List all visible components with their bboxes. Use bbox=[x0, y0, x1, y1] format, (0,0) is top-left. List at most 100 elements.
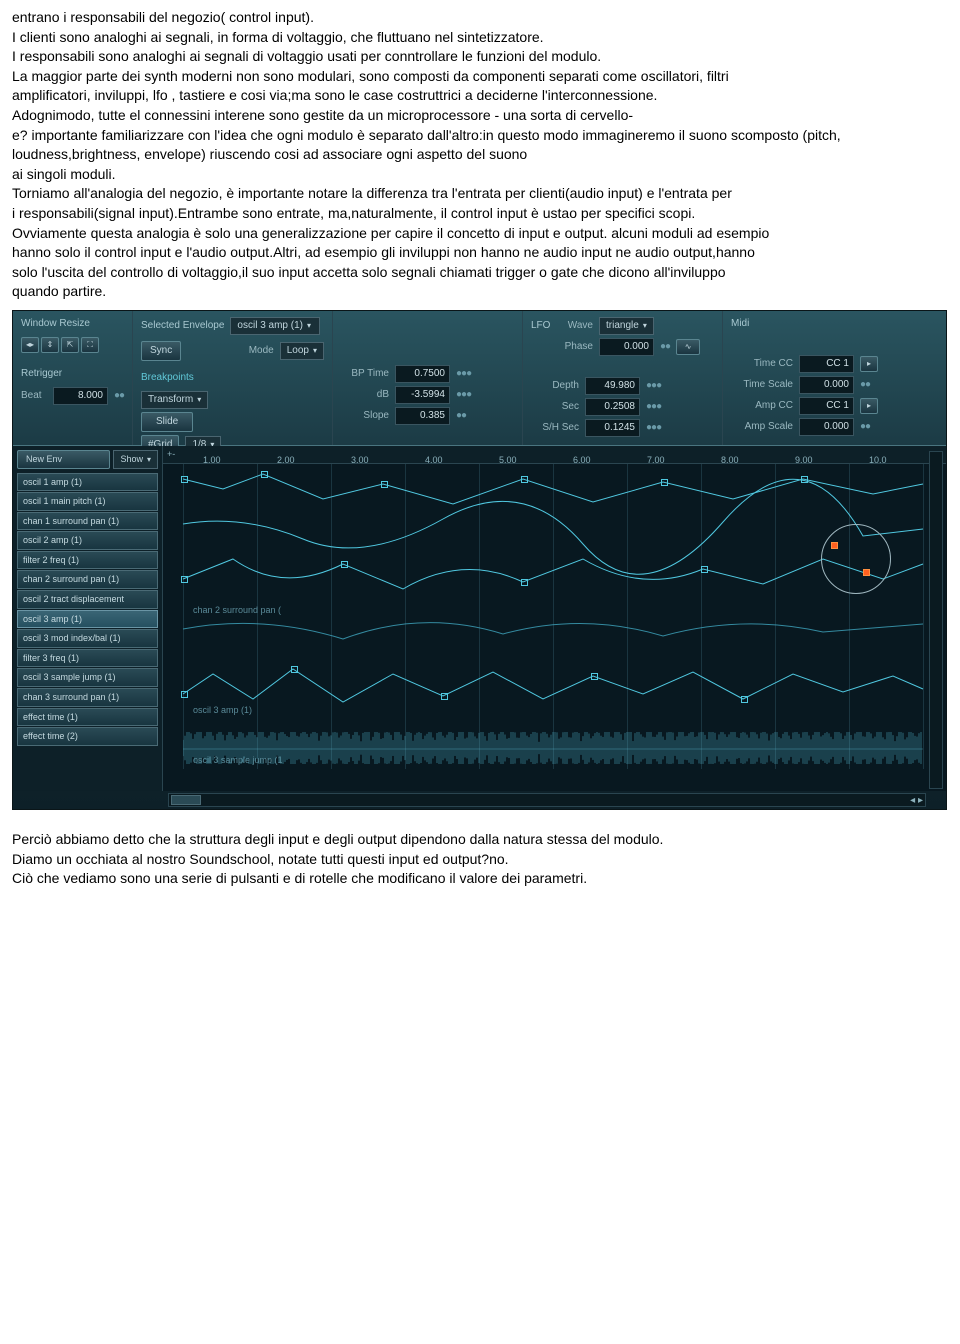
wave-dropdown[interactable]: triangle bbox=[599, 317, 654, 335]
sec-value[interactable]: 0.2508 bbox=[585, 398, 640, 416]
env-list-item[interactable]: oscil 3 sample jump (1) bbox=[17, 668, 158, 687]
timecc-arrow-icon[interactable]: ▸ bbox=[860, 356, 878, 372]
beat-value[interactable]: 8.000 bbox=[53, 387, 108, 405]
midi-label: Midi bbox=[731, 317, 938, 331]
timescale-knobs-icon[interactable]: ●● bbox=[860, 378, 870, 392]
time-ruler: +- 1.002.003.004.005.006.007.008.009.001… bbox=[163, 446, 946, 464]
ampscale-label: Amp Scale bbox=[731, 420, 793, 434]
scroll-right-icon[interactable]: ◂ ▸ bbox=[910, 794, 923, 808]
env-list-item[interactable]: chan 3 surround pan (1) bbox=[17, 688, 158, 707]
main-area: New Env Show oscil 1 amp (1)oscil 1 main… bbox=[13, 446, 946, 791]
lfo-section: LFO Wave triangle Phase 0.000 ●● ∿ Depth… bbox=[523, 311, 723, 445]
sh-knobs-icon[interactable]: ●●● bbox=[646, 421, 661, 435]
timecc-value[interactable]: CC 1 bbox=[799, 355, 854, 373]
wave-label: Wave bbox=[563, 319, 593, 333]
resize-vert-icon[interactable]: ⇕ bbox=[41, 337, 59, 353]
beat-knobs-icon[interactable]: ●● bbox=[114, 389, 124, 403]
ampcc-value[interactable]: CC 1 bbox=[799, 397, 854, 415]
slide-button[interactable]: Slide bbox=[141, 412, 193, 432]
graph-canvas[interactable]: chan 2 surround pan ( oscil 3 amp (1) os… bbox=[163, 464, 946, 769]
breakpoint-node[interactable] bbox=[521, 579, 528, 586]
slope-label: Slope bbox=[341, 409, 389, 423]
env-list-item[interactable]: chan 2 surround pan (1) bbox=[17, 570, 158, 589]
lfo-label: LFO bbox=[531, 319, 557, 333]
selected-env-dropdown[interactable]: oscil 3 amp (1) bbox=[230, 317, 320, 335]
resize-expand-icon[interactable]: ⛶ bbox=[81, 337, 99, 353]
selected-env-label: Selected Envelope bbox=[141, 319, 224, 333]
scrollbar-thumb[interactable] bbox=[171, 795, 201, 805]
slope-knobs-icon[interactable]: ●● bbox=[456, 409, 466, 423]
depth-knobs-icon[interactable]: ●●● bbox=[646, 379, 661, 393]
resize-fit-icon[interactable]: ⇱ bbox=[61, 337, 79, 353]
sync-button[interactable]: Sync bbox=[141, 341, 181, 361]
breakpoint-node[interactable] bbox=[521, 476, 528, 483]
depth-label: Depth bbox=[531, 379, 579, 393]
env-list-item[interactable]: oscil 3 mod index/bal (1) bbox=[17, 629, 158, 648]
horizontal-scrollbar[interactable]: ◂ ▸ bbox=[168, 793, 926, 807]
resize-left-icon[interactable]: ◂▸ bbox=[21, 337, 39, 353]
zoom-plusminus[interactable]: +- bbox=[167, 448, 175, 461]
midi-section: Midi Time CC CC 1 ▸ Time Scale 0.000 ●● … bbox=[723, 311, 946, 445]
breakpoints-label: Breakpoints bbox=[141, 371, 324, 385]
mode-label: Mode bbox=[226, 344, 274, 358]
breakpoint-node[interactable] bbox=[181, 576, 188, 583]
transform-dropdown[interactable]: Transform bbox=[141, 391, 208, 409]
breakpoint-node[interactable] bbox=[591, 673, 598, 680]
breakpoint-node[interactable] bbox=[261, 471, 268, 478]
phase-value[interactable]: 0.000 bbox=[599, 338, 654, 356]
breakpoint-node[interactable] bbox=[341, 561, 348, 568]
bptime-knobs-icon[interactable]: ●●● bbox=[456, 367, 471, 381]
breakpoint-node[interactable] bbox=[181, 691, 188, 698]
window-resize-label: Window Resize bbox=[21, 317, 124, 331]
env-list-item[interactable]: oscil 2 tract displacement bbox=[17, 590, 158, 609]
phase-knobs-icon[interactable]: ●● bbox=[660, 340, 670, 354]
ampcc-arrow-icon[interactable]: ▸ bbox=[860, 398, 878, 414]
depth-value[interactable]: 49.980 bbox=[585, 377, 640, 395]
vertical-scrollbar[interactable] bbox=[929, 451, 943, 789]
selection-circle[interactable] bbox=[821, 524, 891, 594]
breakpoint-node[interactable] bbox=[441, 693, 448, 700]
phase-label: Phase bbox=[563, 340, 593, 354]
env-list-item[interactable]: effect time (1) bbox=[17, 708, 158, 727]
breakpoint-node[interactable] bbox=[181, 476, 188, 483]
env-list-item[interactable]: oscil 1 main pitch (1) bbox=[17, 492, 158, 511]
ampscale-knobs-icon[interactable]: ●● bbox=[860, 420, 870, 434]
env-list-item[interactable]: effect time (2) bbox=[17, 727, 158, 746]
breakpoint-node[interactable] bbox=[801, 476, 808, 483]
db-knobs-icon[interactable]: ●●● bbox=[456, 388, 471, 402]
breakpoint-node[interactable] bbox=[291, 666, 298, 673]
show-dropdown[interactable]: Show bbox=[113, 450, 158, 469]
waveform-dense bbox=[183, 732, 936, 764]
graph-area[interactable]: +- 1.002.003.004.005.006.007.008.009.001… bbox=[163, 446, 946, 791]
new-env-button[interactable]: New Env bbox=[17, 450, 110, 469]
window-resize-section: Window Resize ◂▸ ⇕ ⇱ ⛶ Retrigger Beat 8.… bbox=[13, 311, 133, 445]
bptime-value[interactable]: 0.7500 bbox=[395, 365, 450, 383]
sh-value[interactable]: 0.1245 bbox=[585, 419, 640, 437]
env-list-item[interactable]: oscil 2 amp (1) bbox=[17, 531, 158, 550]
env-list-item[interactable]: chan 1 surround pan (1) bbox=[17, 512, 158, 531]
timecc-label: Time CC bbox=[731, 357, 793, 371]
document-text: entrano i responsabili del negozio( cont… bbox=[12, 8, 948, 302]
wave-shape-icon[interactable]: ∿ bbox=[676, 339, 700, 355]
sec-label: Sec bbox=[531, 400, 579, 414]
mode-dropdown[interactable]: Loop bbox=[280, 342, 324, 360]
breakpoint-node[interactable] bbox=[661, 479, 668, 486]
env-list-item[interactable]: filter 2 freq (1) bbox=[17, 551, 158, 570]
breakpoint-node[interactable] bbox=[701, 566, 708, 573]
db-value[interactable]: -3.5994 bbox=[395, 386, 450, 404]
bptime-label: BP Time bbox=[341, 367, 389, 381]
env-items-container: oscil 1 amp (1)oscil 1 main pitch (1)cha… bbox=[17, 473, 158, 746]
retrigger-label: Retrigger bbox=[21, 367, 124, 381]
slope-value[interactable]: 0.385 bbox=[395, 407, 450, 425]
ampscale-value[interactable]: 0.000 bbox=[799, 418, 854, 436]
timescale-label: Time Scale bbox=[731, 378, 793, 392]
sec-knobs-icon[interactable]: ●●● bbox=[646, 400, 661, 414]
timescale-value[interactable]: 0.000 bbox=[799, 376, 854, 394]
env-list-item[interactable]: oscil 3 amp (1) bbox=[17, 610, 158, 629]
env-list-item[interactable]: oscil 1 amp (1) bbox=[17, 473, 158, 492]
footer-text: Perciò abbiamo detto che la struttura de… bbox=[12, 830, 948, 889]
breakpoint-node[interactable] bbox=[381, 481, 388, 488]
breakpoint-node[interactable] bbox=[741, 696, 748, 703]
sh-label: S/H Sec bbox=[531, 421, 579, 435]
env-list-item[interactable]: filter 3 freq (1) bbox=[17, 649, 158, 668]
